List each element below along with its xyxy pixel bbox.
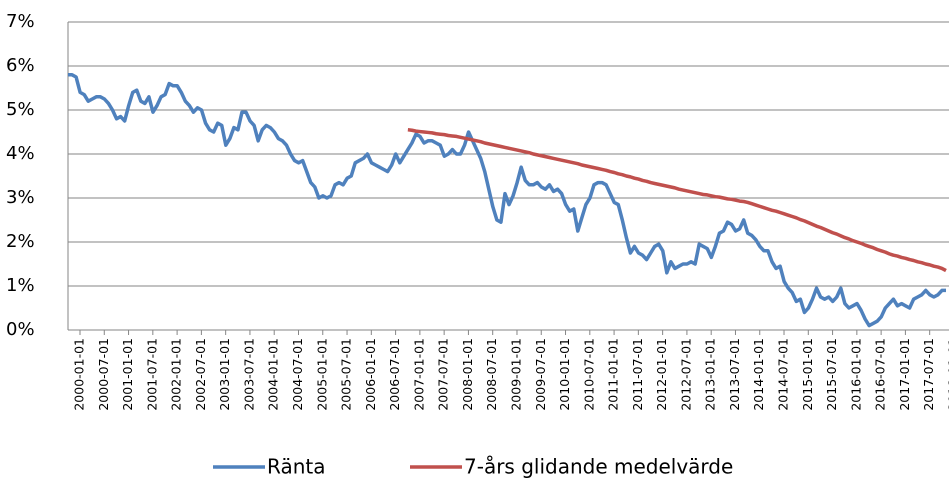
x-tick-label: 2011-07-01 xyxy=(630,338,645,411)
x-tick-label: 2008-01-01 xyxy=(460,338,475,411)
x-tick-label: 2002-07-01 xyxy=(193,338,208,411)
x-tick-label: 2015-07-01 xyxy=(824,338,839,411)
x-tick-label: 2000-07-01 xyxy=(96,338,111,411)
x-tick-label: 2017-07-01 xyxy=(921,338,936,411)
x-tick-label: 2012-07-01 xyxy=(678,338,693,411)
x-tick-label: 2012-01-01 xyxy=(654,338,669,411)
legend-label: 7-års glidande medelvärde xyxy=(464,455,733,479)
y-tick-label: 2% xyxy=(6,231,35,252)
y-tick-label: 1% xyxy=(6,275,35,296)
x-tick-label: 2010-01-01 xyxy=(557,338,572,411)
x-tick-label: 2007-07-01 xyxy=(436,338,451,411)
x-tick-label: 2016-07-01 xyxy=(873,338,888,411)
x-tick-label: 2009-01-01 xyxy=(508,338,523,411)
x-tick-label: 2016-01-01 xyxy=(848,338,863,411)
x-tick-label: 2004-01-01 xyxy=(266,338,281,411)
x-tick-label: 2011-01-01 xyxy=(606,338,621,411)
x-tick-label: 2001-01-01 xyxy=(120,338,135,411)
x-tick-label: 2004-07-01 xyxy=(290,338,305,411)
x-tick-label: 2014-01-01 xyxy=(751,338,766,411)
x-tick-label: 2014-07-01 xyxy=(776,338,791,411)
y-tick-label: 7% xyxy=(6,11,35,32)
y-tick-label: 5% xyxy=(6,99,35,120)
y-tick-label: 6% xyxy=(6,55,35,76)
y-tick-label: 4% xyxy=(6,143,35,164)
legend-label: Ränta xyxy=(267,455,326,479)
x-tick-label: 2005-07-01 xyxy=(339,338,354,411)
x-tick-label: 2000-01-01 xyxy=(72,338,87,411)
x-tick-label: 2006-07-01 xyxy=(387,338,402,411)
x-tick-label: 2015-01-01 xyxy=(800,338,815,411)
series-line xyxy=(68,73,946,328)
x-tick-label: 2008-07-01 xyxy=(484,338,499,411)
x-tick-label: 2001-07-01 xyxy=(144,338,159,411)
x-tick-label: 2005-01-01 xyxy=(314,338,329,411)
x-tick-label: 2006-01-01 xyxy=(363,338,378,411)
x-tick-label: 2009-07-01 xyxy=(533,338,548,411)
x-tick-label: 2010-07-01 xyxy=(581,338,596,411)
x-tick-label: 2002-01-01 xyxy=(169,338,184,411)
x-tick-label: 2017-01-01 xyxy=(897,338,912,411)
x-tick-label: 2013-01-01 xyxy=(703,338,718,411)
series-line xyxy=(407,128,947,273)
x-tick-label: 2003-01-01 xyxy=(217,338,232,411)
x-tick-label: 2007-01-01 xyxy=(411,338,426,411)
x-tick-label: 2003-07-01 xyxy=(241,338,256,411)
x-tick-label: 2018-01-01 xyxy=(945,338,949,411)
y-tick-label: 0% xyxy=(6,319,35,340)
x-tick-label: 2013-07-01 xyxy=(727,338,742,411)
y-tick-label: 3% xyxy=(6,187,35,208)
